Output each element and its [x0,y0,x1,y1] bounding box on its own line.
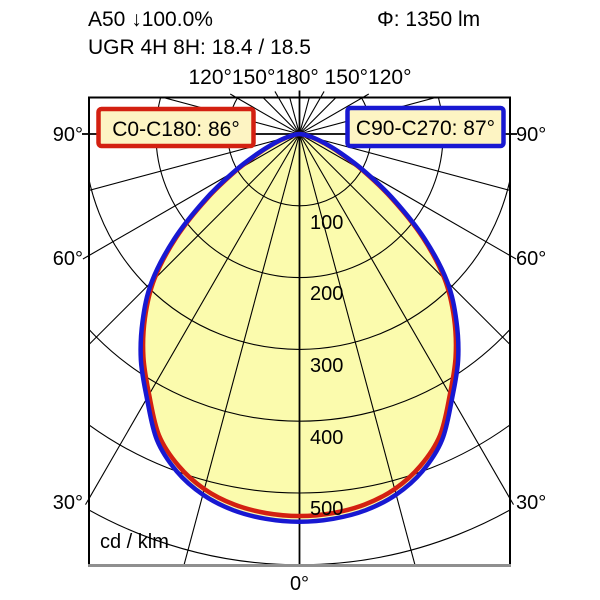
axis-ticks [82,90,517,505]
left-angle-30: 30° [53,492,83,514]
right-angle-60: 60° [516,248,546,270]
legend-box-c90-c270 [345,105,506,149]
left-angle-60: 60° [53,248,83,270]
radial-tick-200: 200 [310,283,343,305]
right-angle-30: 30° [516,492,546,514]
left-angle-90: 90° [53,124,83,146]
right-angle-90: 90° [516,124,546,146]
curve-c90-c270 [138,131,461,524]
top-angle-labels: 120°150°180° 150°120° [188,66,411,89]
legend-box-c0-c180 [96,106,256,149]
bottom-angle-0: 0° [290,573,309,595]
legend-label-c90-c270: C90-C270: 87° [356,117,495,140]
luminous-flux-label: Φ: 1350 lm [377,8,480,31]
radial-tick-100: 100 [310,212,343,234]
a50-label: A50 ↓100.0% [88,8,213,31]
radial-tick-400: 400 [310,427,343,449]
legend-label-c0-c180: C0-C180: 86° [112,118,239,141]
radial-tick-300: 300 [310,355,343,377]
ugr-label: UGR 4H 8H: 18.4 / 18.5 [88,36,311,59]
radial-tick-500: 500 [310,498,343,520]
unit-label: cd / klm [100,531,169,553]
